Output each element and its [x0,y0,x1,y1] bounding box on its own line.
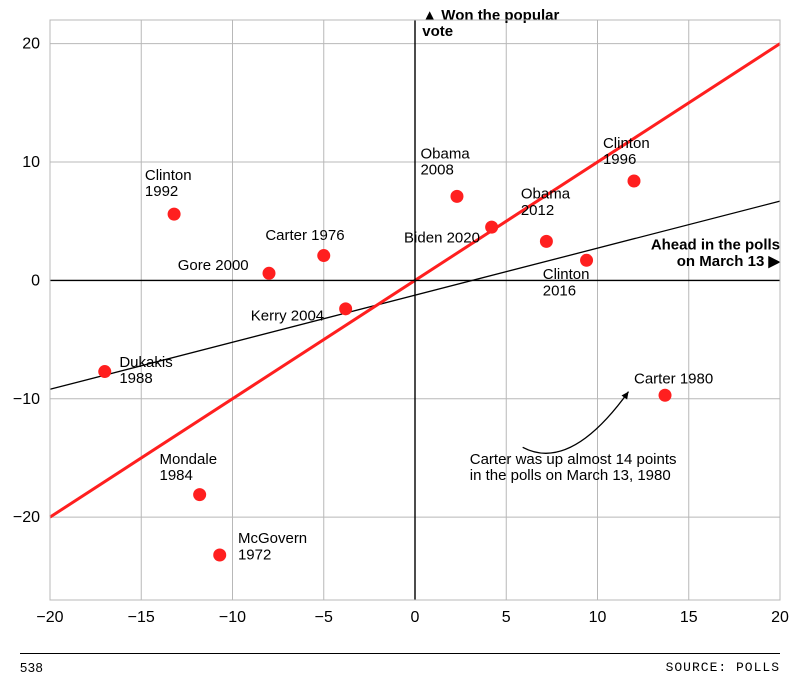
svg-text:Carter was up almost 14 points: Carter was up almost 14 pointsin the pol… [470,451,677,484]
svg-text:−20: −20 [13,509,40,526]
svg-text:Gore 2000: Gore 2000 [178,257,249,274]
svg-text:10: 10 [589,609,607,626]
svg-text:Carter 1980: Carter 1980 [634,370,713,387]
svg-text:20: 20 [771,609,789,626]
svg-text:−15: −15 [128,609,155,626]
svg-text:0: 0 [411,609,420,626]
svg-text:−5: −5 [315,609,333,626]
svg-text:Kerry 2004: Kerry 2004 [251,308,324,325]
svg-text:Biden 2020: Biden 2020 [404,230,480,247]
footer-brand: 538 [20,660,43,675]
svg-text:15: 15 [680,609,698,626]
svg-text:Carter 1976: Carter 1976 [265,227,344,244]
svg-text:−10: −10 [219,609,246,626]
svg-text:20: 20 [22,36,40,53]
svg-text:−10: −10 [13,391,40,408]
svg-text:10: 10 [22,154,40,171]
footer: 538 SOURCE: POLLS [20,653,780,675]
scatter-chart: −20−15−10−505101520−20−1001020▲ Won the … [0,0,800,640]
svg-text:5: 5 [502,609,511,626]
footer-source: SOURCE: POLLS [666,660,780,675]
svg-text:−20: −20 [36,609,63,626]
svg-text:0: 0 [31,272,40,289]
